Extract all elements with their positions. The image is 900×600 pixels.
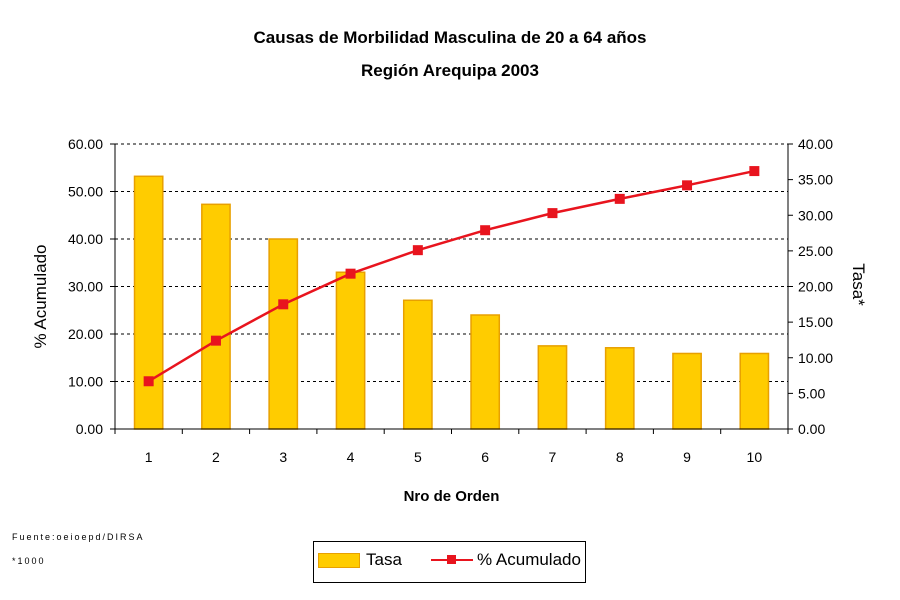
point-acumulado [278,299,289,310]
point-acumulado [412,245,423,256]
bar-tasa [537,345,568,430]
legend-label-acumulado: % Acumulado [477,550,581,569]
bar-tasa [739,352,770,430]
footnote-note: *1000 [12,556,46,566]
bar-tasa [335,271,366,430]
point-acumulado [143,376,154,387]
y-right-tick-label: 5.00 [798,385,825,401]
bar-tasa [470,314,501,430]
source-note: Fuente:oeioepd/DIRSA [12,532,145,542]
line-acumulado [148,169,755,383]
y-left-tick-label: 50.00 [68,184,103,200]
legend-bar-swatch [318,552,360,568]
y-left-tick-label: 20.00 [68,326,103,342]
y-right-axis-title: Tasa* [849,263,868,306]
legend-line-marker [431,552,473,568]
y-right-tick-label: 20.00 [798,279,833,295]
legend-item-acumulado: % Acumulado [431,550,581,570]
x-tick-label: 3 [279,449,287,465]
point-acumulado [210,335,221,346]
x-tick-label: 9 [683,449,691,465]
y-right-tick-label: 40.00 [798,136,833,152]
point-acumulado [345,268,356,279]
bar-tasa [672,352,702,430]
bar-tasa [268,238,299,430]
x-tick-label: 4 [347,449,355,465]
y-right-tick-label: 0.00 [798,421,825,437]
y-right-tick-label: 30.00 [798,207,833,223]
x-tick-label: 5 [414,449,422,465]
bar-tasa [133,175,164,430]
y-right-tick-label: 35.00 [798,172,833,188]
y-right-tick-label: 15.00 [798,314,833,330]
x-tick-label: 7 [549,449,557,465]
y-right-tick-label: 25.00 [798,243,833,259]
y-left-tick-label: 40.00 [68,231,103,247]
point-acumulado [480,225,491,236]
point-acumulado [547,208,558,219]
y-right-tick-label: 10.00 [798,350,833,366]
bar-tasa [402,299,433,430]
chart-title: Causas de Morbilidad Masculina de 20 a 6… [253,28,647,47]
x-tick-label: 10 [747,449,763,465]
point-acumulado [614,193,625,204]
x-tick-label: 8 [616,449,624,465]
chart-legend: Tasa % Acumulado [313,541,586,583]
y-left-tick-label: 60.00 [68,136,103,152]
legend-label-tasa: Tasa [366,550,402,569]
point-acumulado [682,180,693,191]
point-acumulado [749,166,760,177]
y-left-axis-title: % Acumulado [31,245,50,349]
x-tick-label: 2 [212,449,220,465]
bar-tasa [604,347,635,430]
bar-tasa [201,203,231,430]
y-left-tick-label: 30.00 [68,279,103,295]
x-tick-label: 1 [145,449,153,465]
x-axis-title: Nro de Orden [404,488,500,505]
y-left-tick-label: 0.00 [76,421,103,437]
y-left-tick-label: 10.00 [68,374,103,390]
legend-item-tasa: Tasa [318,550,402,570]
x-tick-label: 6 [481,449,489,465]
chart-subtitle: Región Arequipa 2003 [361,61,539,80]
